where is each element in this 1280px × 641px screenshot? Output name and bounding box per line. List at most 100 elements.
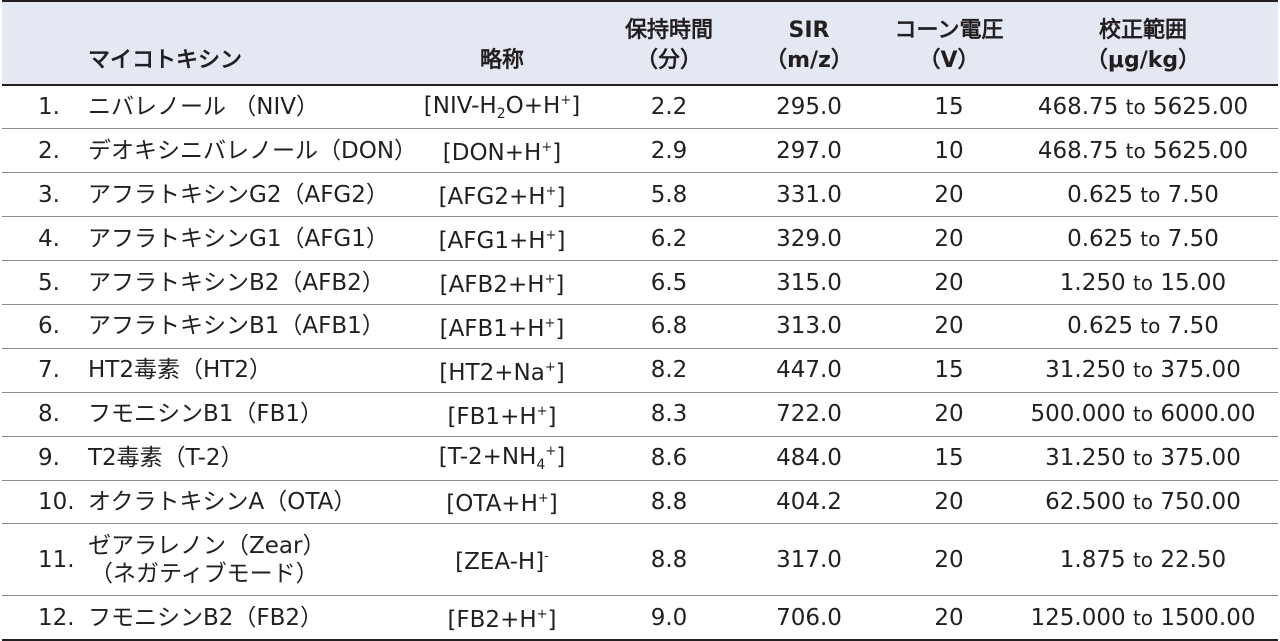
sir-mz: 313.0 bbox=[728, 304, 890, 349]
header-retention-time: 保持時間 （分） bbox=[610, 0, 728, 86]
row-number: 8. bbox=[2, 392, 88, 437]
row-number: 2. bbox=[2, 128, 88, 174]
row-number: 6. bbox=[2, 304, 88, 349]
ion-formula: [DON+H+] bbox=[394, 128, 610, 174]
ion-formula: [AFG1+H+] bbox=[394, 216, 610, 262]
header-mycotoxin: マイコトキシン bbox=[88, 0, 394, 86]
cone-voltage: 15 bbox=[890, 85, 1008, 130]
table-row: 3. アフラトキシンG2（AFG2） [AFG2+H+] 5.8 331.0 2… bbox=[2, 172, 1278, 218]
row-number: 4. bbox=[2, 216, 88, 262]
row-number: 3. bbox=[2, 172, 88, 218]
table-row: 6. アフラトキシンB1（AFB1） [AFB1+H+] 6.8 313.0 2… bbox=[2, 304, 1278, 349]
table-row: 4. アフラトキシンG1（AFG1） [AFG1+H+] 6.2 329.0 2… bbox=[2, 216, 1278, 262]
mycotoxin-name: デオキシニバレノール（DON） bbox=[88, 128, 417, 174]
mycotoxin-name: フモニシンB1（FB1） bbox=[88, 392, 394, 437]
header-row: マイコトキシン 略称 保持時間 （分） SIR （m/z） コーン電圧 （V） 校正範… bbox=[2, 0, 1278, 86]
calibration-range: 468.75 to 5625.00 bbox=[1008, 128, 1278, 174]
row-number: 9. bbox=[2, 436, 88, 481]
ion-formula: [AFB2+H+] bbox=[394, 260, 610, 305]
ion-formula: [AFB1+H+] bbox=[394, 304, 610, 349]
table-row: 8. フモニシンB1（FB1） [FB1+H+] 8.3 722.0 20 50… bbox=[2, 392, 1278, 437]
mycotoxin-name: アフラトキシンB1（AFB1） bbox=[88, 304, 394, 349]
cone-voltage: 20 bbox=[890, 172, 1008, 218]
mycotoxin-name: オクラトキシンA（OTA） bbox=[88, 480, 394, 525]
calibration-range: 0.625 to 7.50 bbox=[1008, 216, 1278, 262]
mycotoxin-name: ゼアラレノン（Zear） （ネガティブモード） bbox=[88, 523, 394, 597]
ion-formula: [FB2+H+] bbox=[394, 595, 610, 641]
table-body: 1. ニバレノール （NIV） [NIV-H2O+H+] 2.2 295.0 1… bbox=[2, 85, 1278, 641]
cone-voltage: 20 bbox=[890, 260, 1008, 305]
mycotoxin-name: アフラトキシンG1（AFG1） bbox=[88, 216, 394, 262]
table-row: 9. T2毒素（T-2） [T-2+NH4+] 8.6 484.0 15 31.… bbox=[2, 436, 1278, 481]
row-number: 10. bbox=[2, 480, 88, 525]
retention-time: 8.8 bbox=[610, 523, 728, 597]
calibration-range: 31.250 to 375.00 bbox=[1008, 436, 1278, 481]
cone-voltage: 20 bbox=[890, 392, 1008, 437]
table-header: マイコトキシン 略称 保持時間 （分） SIR （m/z） コーン電圧 （V） 校正範… bbox=[2, 0, 1278, 86]
table-row: 1. ニバレノール （NIV） [NIV-H2O+H+] 2.2 295.0 1… bbox=[2, 85, 1278, 130]
retention-time: 9.0 bbox=[610, 595, 728, 641]
retention-time: 2.2 bbox=[610, 85, 728, 130]
ion-formula: [HT2+Na+] bbox=[394, 348, 610, 393]
sir-mz: 317.0 bbox=[728, 523, 890, 597]
cone-voltage: 15 bbox=[890, 436, 1008, 481]
sir-mz: 722.0 bbox=[728, 392, 890, 437]
mycotoxin-name: アフラトキシンG2（AFG2） bbox=[88, 172, 394, 218]
sir-mz: 297.0 bbox=[728, 128, 890, 174]
header-calibration-range: 校正範囲 （μg/kg） bbox=[1008, 0, 1278, 86]
row-number: 1. bbox=[2, 85, 88, 130]
header-abbreviation: 略称 bbox=[394, 0, 610, 86]
retention-time: 5.8 bbox=[610, 172, 728, 218]
ion-formula: [T-2+NH4+] bbox=[394, 436, 610, 481]
mycotoxin-name: T2毒素（T-2） bbox=[88, 436, 394, 481]
table-row: 12. フモニシンB2（FB2） [FB2+H+] 9.0 706.0 20 1… bbox=[2, 595, 1278, 641]
ion-formula: [FB1+H+] bbox=[394, 392, 610, 437]
mycotoxin-name: アフラトキシンB2（AFB2） bbox=[88, 260, 394, 305]
calibration-range: 468.75 to 5625.00 bbox=[1008, 85, 1278, 130]
mycotoxin-name: ニバレノール （NIV） bbox=[88, 85, 394, 130]
table-row: 10. オクラトキシンA（OTA） [OTA+H+] 8.8 404.2 20 … bbox=[2, 480, 1278, 525]
table-row: 11. ゼアラレノン（Zear） （ネガティブモード） [ZEA-H]- 8.8 … bbox=[2, 523, 1278, 597]
calibration-range: 0.625 to 7.50 bbox=[1008, 172, 1278, 218]
retention-time: 6.2 bbox=[610, 216, 728, 262]
header-cone-voltage: コーン電圧 （V） bbox=[890, 0, 1008, 86]
retention-time: 2.9 bbox=[610, 128, 728, 174]
row-number: 7. bbox=[2, 348, 88, 393]
table-row: 7. HT2毒素（HT2） [HT2+Na+] 8.2 447.0 15 31.… bbox=[2, 348, 1278, 393]
cone-voltage: 20 bbox=[890, 595, 1008, 641]
calibration-range: 1.875 to 22.50 bbox=[1008, 523, 1278, 597]
retention-time: 6.5 bbox=[610, 260, 728, 305]
sir-mz: 484.0 bbox=[728, 436, 890, 481]
header-no bbox=[2, 0, 88, 86]
retention-time: 6.8 bbox=[610, 304, 728, 349]
mycotoxin-name: HT2毒素（HT2） bbox=[88, 348, 394, 393]
calibration-range: 0.625 to 7.50 bbox=[1008, 304, 1278, 349]
retention-time: 8.2 bbox=[610, 348, 728, 393]
calibration-range: 1.250 to 15.00 bbox=[1008, 260, 1278, 305]
row-number: 12. bbox=[2, 595, 88, 641]
ion-formula: [OTA+H+] bbox=[394, 480, 610, 525]
calibration-range: 31.250 to 375.00 bbox=[1008, 348, 1278, 393]
row-number: 5. bbox=[2, 260, 88, 305]
sir-mz: 706.0 bbox=[728, 595, 890, 641]
retention-time: 8.3 bbox=[610, 392, 728, 437]
cone-voltage: 20 bbox=[890, 216, 1008, 262]
retention-time: 8.6 bbox=[610, 436, 728, 481]
cone-voltage: 20 bbox=[890, 304, 1008, 349]
cone-voltage: 15 bbox=[890, 348, 1008, 393]
calibration-range: 62.500 to 750.00 bbox=[1008, 480, 1278, 525]
row-number: 11. bbox=[2, 523, 88, 597]
sir-mz: 447.0 bbox=[728, 348, 890, 393]
cone-voltage: 10 bbox=[890, 128, 1008, 174]
header-sir: SIR （m/z） bbox=[728, 0, 890, 86]
calibration-range: 500.000 to 6000.00 bbox=[1008, 392, 1278, 437]
table-row: 5. アフラトキシンB2（AFB2） [AFB2+H+] 6.5 315.0 2… bbox=[2, 260, 1278, 305]
sir-mz: 331.0 bbox=[728, 172, 890, 218]
table-row: 2. デオキシニバレノール（DON） [DON+H+] 2.9 297.0 10… bbox=[2, 128, 1278, 174]
cone-voltage: 20 bbox=[890, 480, 1008, 525]
sir-mz: 329.0 bbox=[728, 216, 890, 262]
calibration-range: 125.000 to 1500.00 bbox=[1008, 595, 1278, 641]
ion-formula: [ZEA-H]- bbox=[394, 523, 610, 597]
ion-formula: [AFG2+H+] bbox=[394, 172, 610, 218]
